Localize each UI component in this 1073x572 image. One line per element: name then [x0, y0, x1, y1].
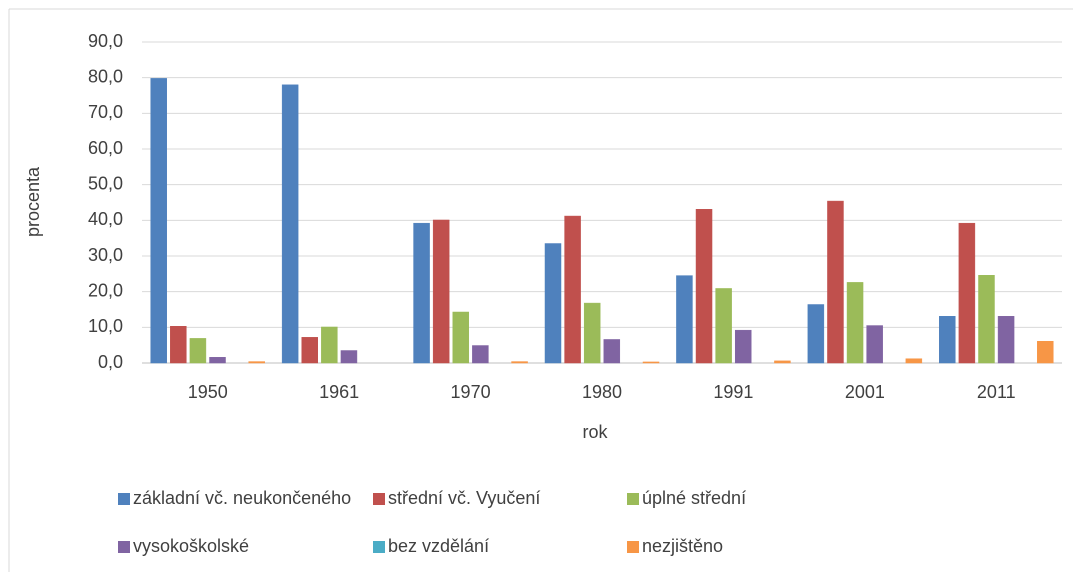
bar: [807, 304, 825, 364]
y-tick-label: 20,0: [88, 280, 123, 300]
bar: [301, 337, 318, 364]
legend-label: bez vzdělání: [388, 536, 489, 556]
bar: [827, 200, 844, 364]
bar: [340, 350, 358, 364]
y-tick-label: 10,0: [88, 316, 123, 336]
bar: [413, 222, 430, 364]
legend-swatch: [627, 541, 639, 553]
legend-label: úplné střední: [642, 488, 746, 508]
x-tick-label: 2011: [977, 382, 1016, 402]
bar: [583, 302, 601, 364]
bar: [321, 326, 338, 364]
legend-swatch: [373, 493, 385, 505]
bar: [150, 78, 167, 364]
y-tick-label: 90,0: [88, 31, 123, 51]
bar: [248, 361, 265, 364]
bar: [997, 316, 1015, 364]
bar: [189, 338, 207, 364]
bar: [544, 243, 562, 364]
bar: [209, 357, 226, 364]
bar: [846, 282, 864, 364]
y-tick-label: 30,0: [88, 245, 123, 265]
bar: [642, 361, 660, 364]
bar: [905, 358, 923, 364]
y-tick-label: 0,0: [98, 352, 123, 372]
bar: [734, 329, 752, 364]
y-tick-label: 80,0: [88, 66, 123, 86]
legend-swatch: [373, 541, 385, 553]
y-tick-label: 50,0: [88, 173, 123, 193]
bar: [939, 316, 956, 364]
bar: [452, 311, 470, 364]
x-axis-label: rok: [582, 422, 608, 442]
legend-swatch: [118, 541, 130, 553]
x-tick-label: 1991: [713, 382, 753, 402]
bar: [511, 361, 528, 364]
bar: [774, 360, 791, 364]
y-tick-label: 70,0: [88, 102, 123, 122]
x-tick-label: 1961: [319, 382, 359, 402]
bar: [603, 339, 621, 364]
x-tick-label: 2001: [845, 382, 885, 402]
bar: [564, 215, 581, 364]
legend-swatch: [627, 493, 639, 505]
x-tick-label: 1980: [582, 382, 622, 402]
bar: [695, 209, 713, 364]
bar: [281, 84, 299, 364]
legend-label: vysokoškolské: [133, 536, 249, 556]
bar: [866, 325, 883, 364]
y-axis-label: procenta: [23, 166, 43, 237]
legend-label: základní vč. neukončeného: [133, 488, 351, 508]
legend-label: střední vč. Vyučení: [388, 488, 540, 508]
bar: [715, 288, 732, 364]
y-tick-label: 40,0: [88, 209, 123, 229]
legend-label: nezjištěno: [642, 536, 723, 556]
bar: [170, 326, 187, 364]
x-tick-label: 1970: [451, 382, 491, 402]
bar: [958, 222, 976, 364]
x-tick-label: 1950: [188, 382, 228, 402]
bar: [1037, 340, 1054, 364]
bar: [472, 345, 489, 364]
bar: [676, 275, 693, 364]
bar: [432, 219, 450, 364]
legend-swatch: [118, 493, 130, 505]
y-tick-label: 60,0: [88, 138, 123, 158]
bar: [978, 275, 995, 364]
